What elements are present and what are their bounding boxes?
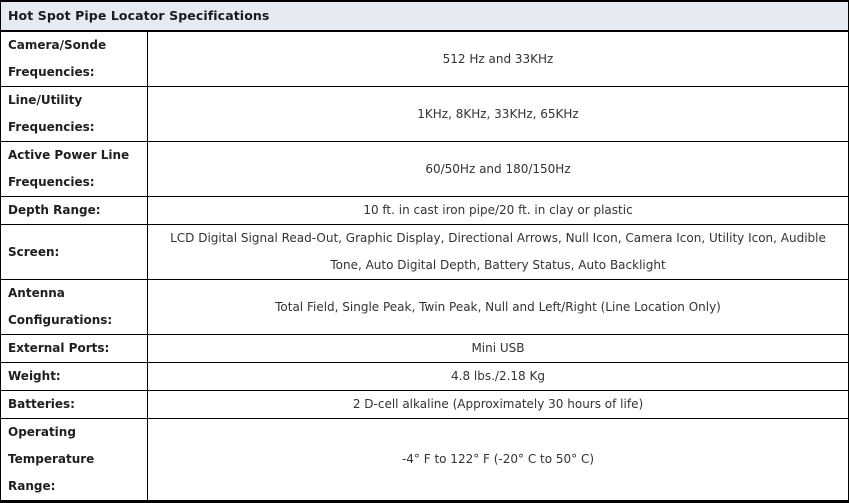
- table-row: Batteries: 2 D-cell alkaline (Approximat…: [0, 390, 849, 419]
- spec-label-active-power-line-frequencies: Active Power Line Frequencies:: [0, 141, 148, 197]
- spec-value-operating-temperature-range: -4° F to 122° F (-20° C to 50° C): [147, 418, 849, 502]
- table-row: Line/Utility Frequencies: 1KHz, 8KHz, 33…: [0, 86, 849, 142]
- table-row: Weight: 4.8 lbs./2.18 Kg: [0, 362, 849, 391]
- spec-label-batteries: Batteries:: [0, 390, 148, 419]
- spec-label-screen: Screen:: [0, 224, 148, 280]
- spec-value-active-power-line-frequencies: 60/50Hz and 180/150Hz: [147, 141, 849, 197]
- table-row: Camera/Sonde Frequencies: 512 Hz and 33K…: [0, 30, 849, 87]
- table-row: Depth Range: 10 ft. in cast iron pipe/20…: [0, 196, 849, 225]
- spec-label-line-utility-frequencies: Line/Utility Frequencies:: [0, 86, 148, 142]
- spec-label-camera-sonde-frequencies: Camera/Sonde Frequencies:: [0, 30, 148, 87]
- table-row: Active Power Line Frequencies: 60/50Hz a…: [0, 141, 849, 197]
- table-row: Screen: LCD Digital Signal Read-Out, Gra…: [0, 224, 849, 280]
- spec-value-screen: LCD Digital Signal Read-Out, Graphic Dis…: [147, 224, 849, 280]
- spec-value-camera-sonde-frequencies: 512 Hz and 33KHz: [147, 30, 849, 87]
- spec-value-depth-range: 10 ft. in cast iron pipe/20 ft. in clay …: [147, 196, 849, 225]
- spec-label-weight: Weight:: [0, 362, 148, 391]
- table-row: Antenna Configurations: Total Field, Sin…: [0, 279, 849, 335]
- spec-value-line-utility-frequencies: 1KHz, 8KHz, 33KHz, 65KHz: [147, 86, 849, 142]
- spec-label-depth-range: Depth Range:: [0, 196, 148, 225]
- spec-label-operating-temperature-range: Operating Temperature Range:: [0, 418, 148, 502]
- spec-value-external-ports: Mini USB: [147, 334, 849, 363]
- spec-label-antenna-configurations: Antenna Configurations:: [0, 279, 148, 335]
- table-header-row: Hot Spot Pipe Locator Specifications: [0, 1, 849, 32]
- spec-label-external-ports: External Ports:: [0, 334, 148, 363]
- table-row: Operating Temperature Range: -4° F to 12…: [0, 418, 849, 502]
- table-row: External Ports: Mini USB: [0, 334, 849, 363]
- spec-value-weight: 4.8 lbs./2.18 Kg: [147, 362, 849, 391]
- table-title: Hot Spot Pipe Locator Specifications: [0, 1, 849, 32]
- spec-value-batteries: 2 D-cell alkaline (Approximately 30 hour…: [147, 390, 849, 419]
- spec-value-antenna-configurations: Total Field, Single Peak, Twin Peak, Nul…: [147, 279, 849, 335]
